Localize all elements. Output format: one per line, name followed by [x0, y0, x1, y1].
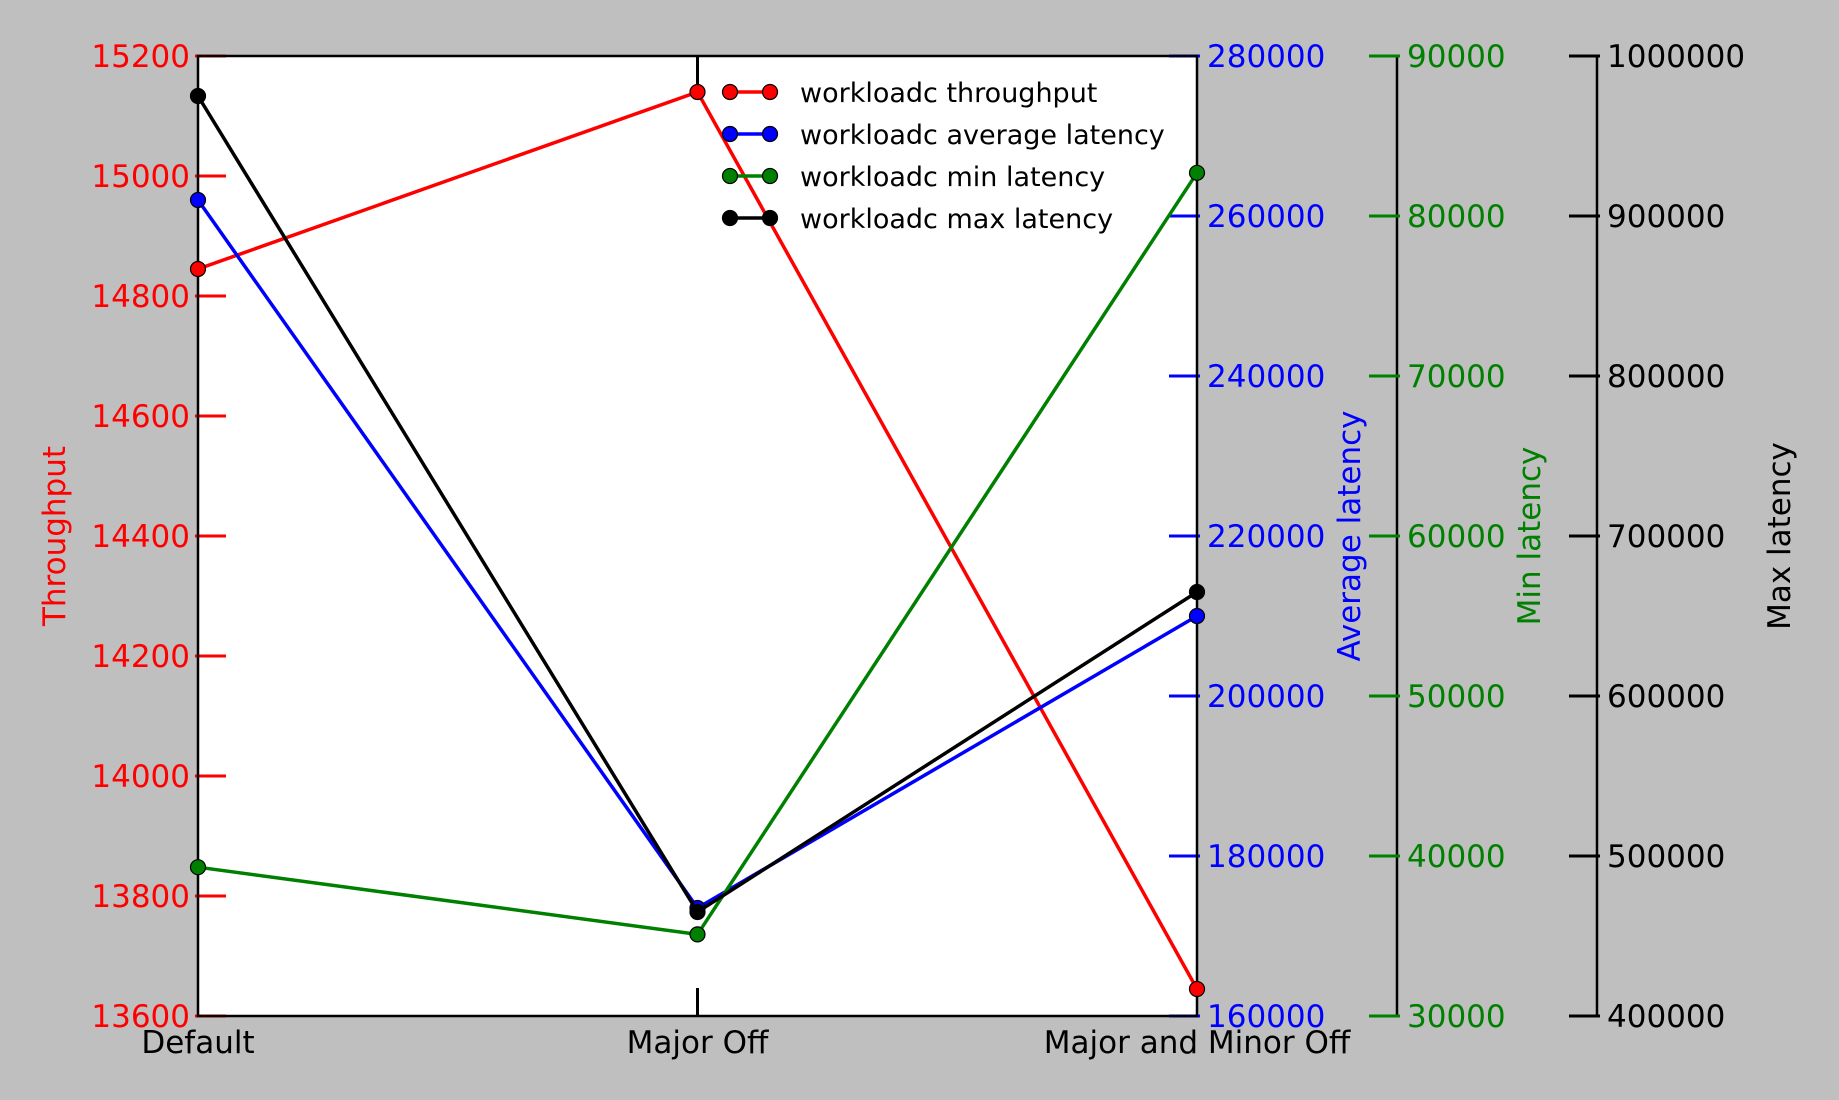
- min-tick-label: 90000: [1407, 39, 1506, 75]
- min-tick-label: 80000: [1407, 199, 1506, 235]
- max-tick-label: 900000: [1607, 199, 1725, 235]
- x-tick-label: Default: [141, 1025, 254, 1061]
- avg-tick-label: 160000: [1207, 999, 1325, 1035]
- series-layer: [189, 83, 1206, 998]
- avg-tick-label: 200000: [1207, 679, 1325, 715]
- legend: workloadc throughput workloadc average la…: [721, 78, 1165, 235]
- data-point-max: [189, 87, 207, 105]
- max-tick-label: 500000: [1607, 839, 1725, 875]
- plot-frame: [196, 54, 1199, 1018]
- data-point-throughput: [689, 83, 706, 101]
- legend-label-avg: workloadc average latency: [800, 120, 1165, 151]
- max-axis-label: Max latency: [1762, 442, 1798, 630]
- min-tick-label: 30000: [1407, 999, 1506, 1035]
- throughput-axis-label: Throughput: [37, 446, 73, 627]
- throughput-tick-label: 14200: [91, 639, 190, 675]
- legend-marker-min: [721, 167, 739, 185]
- x-tick-label: Major Off: [627, 1025, 769, 1061]
- max-tick-label: 400000: [1607, 999, 1725, 1035]
- avg-tick-label: 220000: [1207, 519, 1325, 555]
- throughput-tick-label: 15000: [91, 159, 190, 195]
- plot-area: [198, 56, 1197, 1016]
- max-tick-label: 800000: [1607, 359, 1725, 395]
- avg-tick-label: 180000: [1207, 839, 1325, 875]
- min-tick-label: 40000: [1407, 839, 1506, 875]
- legend-label-throughput: workloadc throughput: [800, 78, 1097, 109]
- avg-axis-label: Average latency: [1332, 410, 1368, 661]
- data-point-min: [689, 926, 706, 943]
- min-tick-label: 50000: [1407, 679, 1506, 715]
- legend-marker-max: [761, 209, 779, 227]
- data-point-min: [189, 859, 207, 876]
- data-point-avg: [189, 191, 207, 209]
- throughput-tick-label: 14400: [91, 519, 190, 555]
- max-tick-label: 700000: [1607, 519, 1725, 555]
- data-point-throughput: [1188, 980, 1206, 998]
- max-tick-label: 600000: [1607, 679, 1725, 715]
- legend-label-max: workloadc max latency: [800, 204, 1113, 235]
- min-axis-label: Min latency: [1512, 447, 1548, 626]
- throughput-tick-label: 13600: [91, 999, 190, 1035]
- x-tick-label: Major and Minor Off: [1044, 1025, 1351, 1061]
- legend-marker-max: [721, 209, 739, 227]
- data-point-throughput: [189, 260, 207, 278]
- throughput-tick-label: 14800: [91, 279, 190, 315]
- legend-marker-avg: [761, 125, 779, 143]
- legend-marker-throughput: [721, 83, 739, 101]
- throughput-tick-label: 14600: [91, 399, 190, 435]
- axes-layer: 13600 13800 14000 14200 14400 14600 14800 15000…: [37, 39, 1798, 1061]
- avg-tick-label: 260000: [1207, 199, 1325, 235]
- min-tick-label: 70000: [1407, 359, 1506, 395]
- min-tick-label: 60000: [1407, 519, 1506, 555]
- legend-label-min: workloadc min latency: [800, 162, 1105, 193]
- data-point-max: [689, 903, 706, 921]
- throughput-tick-label: 14000: [91, 759, 190, 795]
- data-point-max: [1188, 583, 1206, 601]
- legend-marker-throughput: [761, 83, 779, 101]
- legend-marker-avg: [721, 125, 739, 143]
- max-tick-label: 1000000: [1607, 39, 1745, 75]
- legend-marker-min: [761, 167, 779, 185]
- avg-tick-label: 240000: [1207, 359, 1325, 395]
- data-point-avg: [1188, 607, 1206, 625]
- avg-tick-label: 280000: [1207, 39, 1325, 75]
- data-point-min: [1188, 164, 1206, 181]
- throughput-tick-label: 15200: [91, 39, 190, 75]
- throughput-tick-label: 13800: [91, 879, 190, 915]
